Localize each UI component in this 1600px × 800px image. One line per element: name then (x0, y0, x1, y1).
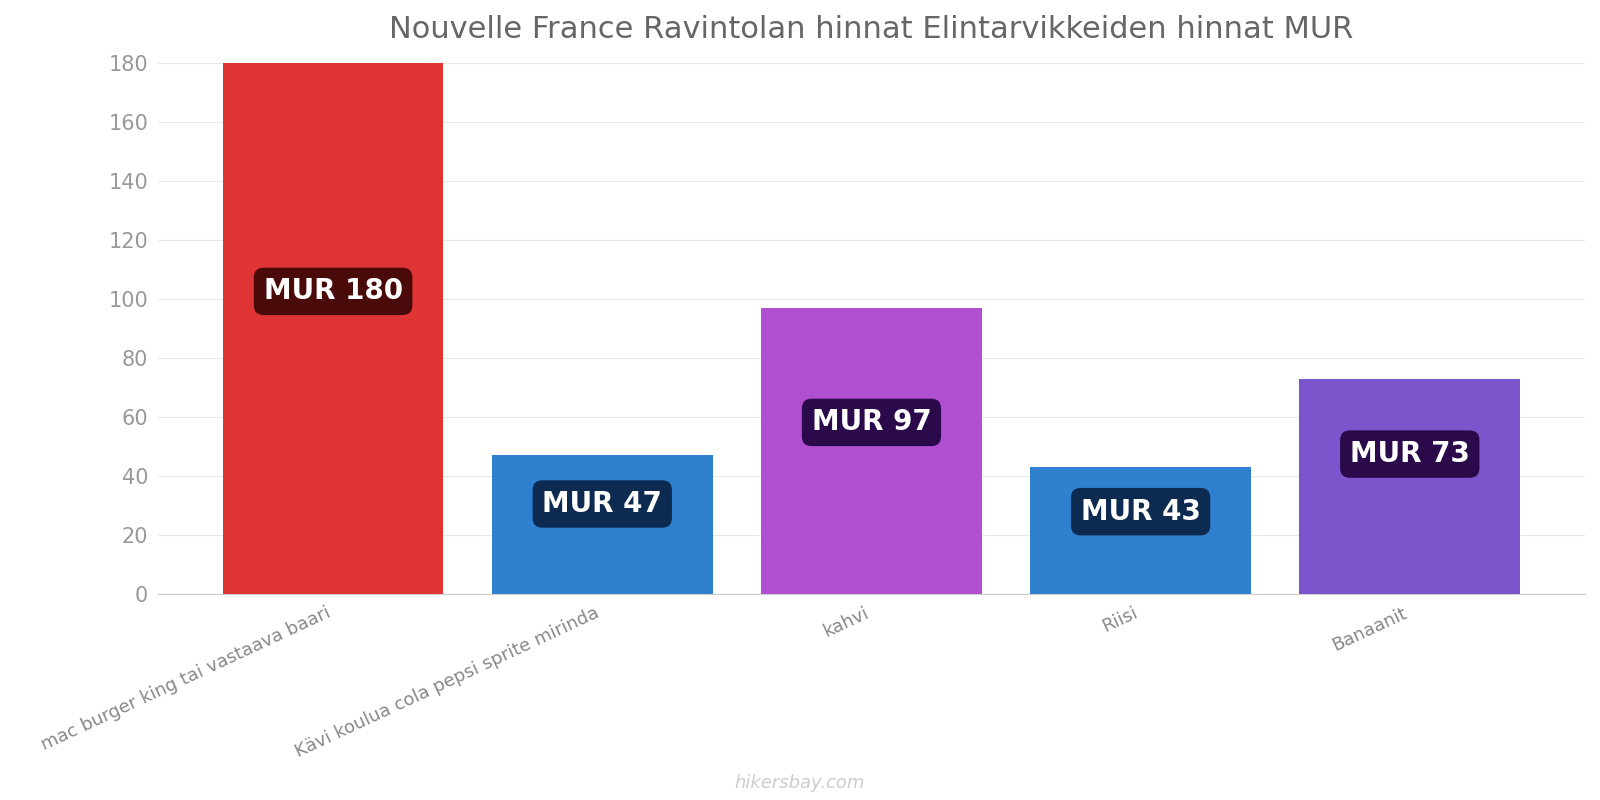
Text: MUR 47: MUR 47 (542, 490, 662, 518)
Text: hikersbay.com: hikersbay.com (734, 774, 866, 792)
Title: Nouvelle France Ravintolan hinnat Elintarvikkeiden hinnat MUR: Nouvelle France Ravintolan hinnat Elinta… (389, 15, 1354, 44)
Text: MUR 97: MUR 97 (811, 408, 931, 436)
Bar (1299, 378, 1520, 594)
Text: MUR 73: MUR 73 (1350, 440, 1470, 468)
Bar (762, 308, 982, 594)
Bar (491, 455, 712, 594)
Bar (1030, 467, 1251, 594)
Bar (222, 63, 443, 594)
Text: MUR 43: MUR 43 (1080, 498, 1200, 526)
Text: MUR 180: MUR 180 (264, 278, 403, 306)
